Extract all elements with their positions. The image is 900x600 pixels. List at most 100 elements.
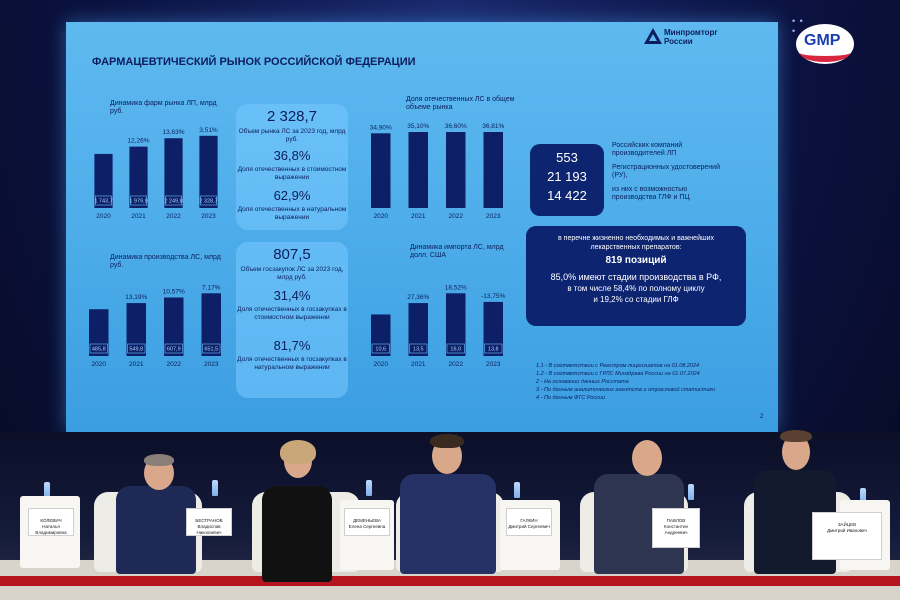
placard-sub: Дмитрий Иванович bbox=[827, 528, 867, 533]
bar bbox=[126, 303, 146, 356]
footnote: 3 - По данным аналитических агентств и о… bbox=[536, 387, 716, 393]
bar bbox=[94, 153, 113, 208]
x-tick-label: 2022 bbox=[167, 361, 182, 368]
chart-market-dynamics: 2020 1 743,7 2021 12,26% 1 979,9 2022 13,63% 2 … bbox=[94, 127, 218, 220]
placard-sub: Константин Андреевич bbox=[664, 524, 688, 535]
water-bottle bbox=[44, 482, 50, 498]
footnote: 2 - На основании данных Росстата bbox=[536, 379, 629, 385]
x-tick-label: 2022 bbox=[166, 213, 181, 220]
ministry-logo-icon bbox=[644, 28, 662, 44]
registrations-glf-count: 14 422 bbox=[547, 188, 587, 203]
placard-name: БЕСТРАНОВ bbox=[195, 518, 223, 523]
gmp-logo: • • • GMP bbox=[790, 14, 860, 66]
vital-line2: 819 позиций bbox=[605, 255, 667, 266]
chart-title-market: Динамика фарм рынка ЛП, млрд руб. bbox=[110, 100, 217, 115]
growth-label: -13,75% bbox=[481, 293, 505, 300]
name-placard: ПАВЛОВ Константин Андреевич bbox=[652, 508, 700, 548]
value-box bbox=[409, 343, 428, 354]
footnote: 4 - По данным ФТС России bbox=[536, 395, 606, 401]
registrations-label: Регистрационных удостоверений (РУ), bbox=[612, 164, 721, 179]
growth-label: 10,57% bbox=[163, 288, 185, 295]
data-label: 607,9 bbox=[167, 347, 181, 353]
vital-line3: 85,0% имеют стадии производства в РФ, bbox=[550, 272, 722, 282]
bar bbox=[483, 132, 503, 208]
x-tick-label: 2022 bbox=[449, 213, 464, 220]
growth-label: 36,81% bbox=[482, 123, 504, 130]
procurement-natural-value: 81,7% bbox=[273, 338, 311, 353]
x-tick-label: 2023 bbox=[486, 213, 501, 220]
bar bbox=[129, 146, 148, 208]
value-box bbox=[89, 343, 108, 354]
data-label: 1 979,9 bbox=[129, 199, 147, 205]
presentation-screen: Минпромторг России ФАРМАЦЕВТИЧЕСКИЙ РЫНО… bbox=[66, 22, 778, 432]
growth-label: 36,60% bbox=[445, 123, 467, 130]
name-placard: ДЕМЕНЬЕВА Елена Сергеевна bbox=[344, 508, 390, 536]
x-tick-label: 2020 bbox=[92, 361, 107, 368]
data-label: 485,8 bbox=[92, 347, 106, 353]
growth-label: 3,51% bbox=[199, 127, 218, 134]
page-number: 2 bbox=[760, 414, 764, 420]
x-tick-label: 2021 bbox=[411, 213, 426, 220]
placard-sub: Владислав Николаевич bbox=[196, 524, 222, 535]
placard-sub: Елена Сергеевна bbox=[348, 524, 386, 529]
footnotes: 1.1 - В соответствии с Реестром лицензиа… bbox=[536, 362, 715, 402]
market-natural-label: Доля отечественных в натуральном выражен… bbox=[237, 206, 347, 221]
procurement-volume: 807,5 bbox=[273, 246, 311, 263]
procurement-share-value: 31,4% bbox=[273, 288, 311, 303]
growth-label: 13,63% bbox=[162, 129, 184, 136]
procurement-volume-label: Объем госзакупок ЛС за 2023 год, млрд ру… bbox=[240, 266, 344, 281]
x-tick-label: 2021 bbox=[411, 361, 426, 368]
x-tick-label: 2023 bbox=[486, 361, 501, 368]
x-tick-label: 2022 bbox=[449, 361, 464, 368]
x-tick-label: 2021 bbox=[129, 361, 144, 368]
market-share-label: Доля отечественных в стоимостном выражен… bbox=[237, 166, 347, 181]
x-tick-label: 2023 bbox=[201, 213, 216, 220]
slide-title: ФАРМАЦЕВТИЧЕСКИЙ РЫНОК РОССИЙСКОЙ ФЕДЕРА… bbox=[92, 56, 416, 68]
placard-name: ГАЛКИН bbox=[520, 518, 538, 523]
data-label: 2 328,7 bbox=[199, 199, 217, 205]
bar bbox=[371, 133, 391, 208]
bar bbox=[371, 314, 391, 356]
value-box bbox=[127, 343, 146, 354]
water-bottle bbox=[514, 482, 520, 498]
x-tick-label: 2020 bbox=[374, 361, 389, 368]
vital-line5: и 19,2% со стадии ГЛФ bbox=[593, 295, 679, 304]
footnote: 1.2 - В соответствии с ГРЛС Минздрава Ро… bbox=[536, 371, 700, 377]
logo-text: GMP bbox=[804, 32, 841, 49]
value-box bbox=[371, 343, 390, 354]
name-placard: ГАЛКИН Дмитрий Сергеевич bbox=[506, 508, 552, 536]
procurement-natural-label: Доля отечественных в госзакупках в натур… bbox=[237, 356, 347, 371]
market-volume-label: Объем рынка ЛС за 2023 год, млрд руб. bbox=[238, 128, 346, 143]
placard-sub: Наталья Владимировна bbox=[35, 524, 67, 535]
market-share-value: 36,8% bbox=[273, 148, 311, 163]
growth-label: 12,26% bbox=[127, 138, 149, 145]
ministry-brand: Минпромторг России bbox=[664, 28, 718, 46]
bar bbox=[164, 138, 183, 208]
value-box bbox=[130, 195, 147, 206]
bar bbox=[446, 293, 466, 356]
x-tick-label: 2021 bbox=[131, 213, 146, 220]
bar bbox=[164, 297, 184, 356]
placard-sub: Дмитрий Сергеевич bbox=[508, 524, 550, 529]
chart-title-production: Динамика производства ЛС, млрд руб. bbox=[110, 254, 221, 269]
name-placard: ЗАЙЦЕВ Дмитрий Иванович bbox=[812, 512, 882, 560]
data-label: 10,6 bbox=[375, 347, 386, 353]
placard-name: ЗАЙЦЕВ bbox=[837, 522, 857, 527]
companies-label: Российских компаний производителей ЛП bbox=[612, 142, 683, 157]
water-bottle bbox=[688, 484, 694, 500]
market-volume: 2 328,7 bbox=[266, 108, 318, 125]
name-placard: КОЛЕВИЧ Наталья Владимировна bbox=[28, 508, 74, 536]
growth-label: 27,36% bbox=[407, 294, 429, 301]
value-box bbox=[202, 343, 221, 354]
value-box bbox=[484, 343, 503, 354]
registrations-count: 21 193 bbox=[547, 169, 587, 184]
value-box bbox=[200, 195, 217, 206]
bar bbox=[483, 301, 503, 356]
data-label: 2 249,8 bbox=[164, 199, 182, 205]
bar bbox=[408, 132, 428, 208]
data-label: 13,5 bbox=[413, 347, 424, 353]
bar bbox=[446, 132, 466, 208]
data-label: 13,8 bbox=[488, 347, 499, 353]
x-tick-label: 2020 bbox=[96, 213, 111, 220]
companies-numbers: 553 21 193 14 422 bbox=[530, 144, 604, 216]
